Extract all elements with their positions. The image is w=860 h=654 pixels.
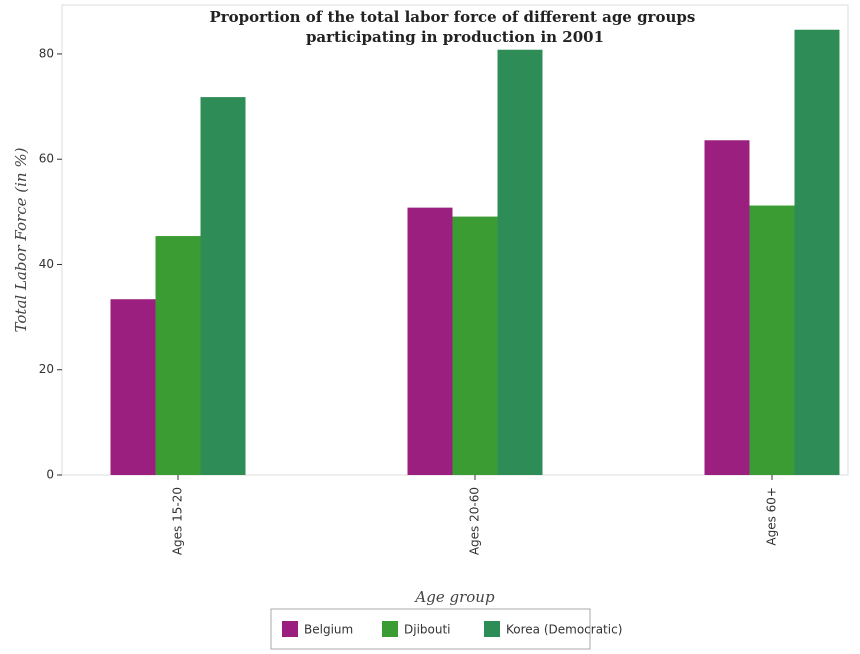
y-tick-label: 0: [46, 468, 54, 482]
bar: [749, 205, 795, 476]
legend-swatch: [282, 621, 298, 637]
title-line: Proportion of the total labor force of d…: [209, 8, 695, 26]
bar: [155, 236, 201, 475]
legend-label: Korea (Democratic): [506, 623, 622, 637]
x-tick-label: Ages 15-20: [171, 487, 185, 555]
y-tick-label: 40: [39, 257, 54, 271]
y-tick-label: 80: [39, 46, 54, 60]
chart-title: Proportion of the total labor force of d…: [209, 8, 700, 46]
legend-swatch: [382, 621, 398, 637]
x-axis-label: Age group: [413, 588, 495, 606]
legend-label: Belgium: [304, 623, 353, 637]
x-tick-label: Ages 20-60: [468, 487, 482, 555]
legend-swatch: [484, 621, 500, 637]
y-tick-label: 20: [39, 362, 54, 376]
bar: [794, 29, 840, 475]
bar: [407, 207, 453, 475]
title-line: participating in production in 2001: [306, 28, 604, 46]
y-axis-label: Total Labor Force (in %): [12, 147, 30, 332]
legend-label: Djibouti: [404, 623, 451, 637]
bar: [704, 140, 750, 475]
bar: [497, 49, 543, 475]
y-tick-label: 60: [39, 152, 54, 166]
bar: [110, 299, 156, 475]
x-tick-label: Ages 60+: [765, 487, 779, 546]
bar: [452, 216, 498, 475]
legend-box: [270, 608, 591, 650]
bar: [200, 97, 246, 476]
